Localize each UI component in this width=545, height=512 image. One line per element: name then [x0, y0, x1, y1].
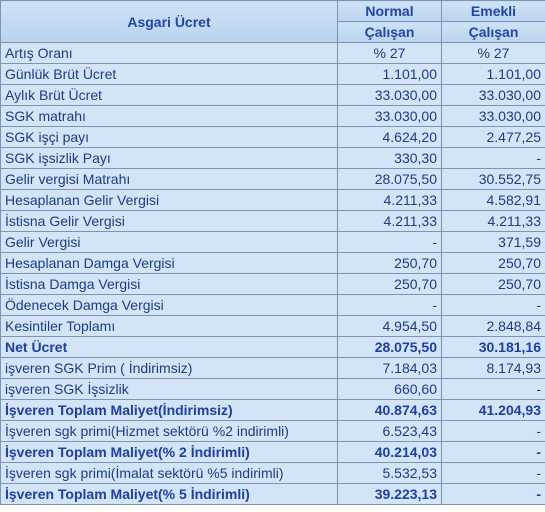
row-label: İstisna Gelir Vergisi — [0, 210, 338, 232]
retired-value: - — [441, 147, 545, 169]
table-row: Net Ücret 28.075,50 30.181,16 — [0, 336, 545, 358]
retired-value: 4.211,33 — [441, 210, 545, 232]
retired-value: % 27 — [441, 42, 545, 64]
retired-value: - — [441, 483, 545, 505]
normal-value: 28.075,50 — [337, 336, 442, 358]
retired-value: 33.030,00 — [441, 105, 545, 127]
table-row: İşveren Toplam Maliyet(% 5 İndirimli) 39… — [0, 483, 545, 505]
retired-value: 8.174,93 — [441, 357, 545, 379]
normal-value: 33.030,00 — [337, 105, 442, 127]
row-label: işveren SGK İşsizlik — [0, 378, 338, 400]
retired-value: 4.582,91 — [441, 189, 545, 211]
retired-value: 33.030,00 — [441, 84, 545, 106]
normal-value: - — [337, 231, 442, 253]
normal-value: 33.030,00 — [337, 84, 442, 106]
table-row: Artış Oranı % 27 % 27 — [0, 42, 545, 64]
retired-value: 41.204,93 — [441, 399, 545, 421]
table-row: SGK işsizlik Payı 330,30 - — [0, 147, 545, 169]
retired-value: 371,59 — [441, 231, 545, 253]
header-normal-line2: Çalışan — [337, 21, 442, 43]
row-label: İşveren Toplam Maliyet(% 2 İndirimli) — [0, 441, 338, 463]
table-row: İstisna Damga Vergisi 250,70 250,70 — [0, 273, 545, 295]
row-label: Günlük Brüt Ücret — [0, 63, 338, 85]
table-row: SGK işçi payı 4.624,20 2.477,25 — [0, 126, 545, 148]
retired-value: - — [441, 294, 545, 316]
row-label: SGK işsizlik Payı — [0, 147, 338, 169]
normal-value: 330,30 — [337, 147, 442, 169]
row-label: İstisna Damga Vergisi — [0, 273, 338, 295]
normal-value: 250,70 — [337, 252, 442, 274]
row-label: işveren SGK Prim ( İndirimsiz) — [0, 357, 338, 379]
header-retired-line1: Emekli — [441, 0, 545, 22]
table-row: İşveren sgk primi(Hizmet sektörü %2 indi… — [0, 420, 545, 442]
normal-value: 7.184,03 — [337, 357, 442, 379]
retired-value: 2.477,25 — [441, 126, 545, 148]
normal-value: 660,60 — [337, 378, 442, 400]
table-row: SGK matrahı 33.030,00 33.030,00 — [0, 105, 545, 127]
table-row: Hesaplanan Gelir Vergisi 4.211,33 4.582,… — [0, 189, 545, 211]
retired-value: 30.552,75 — [441, 168, 545, 190]
table-row: Gelir Vergisi - 371,59 — [0, 231, 545, 253]
table-row: Ödenecek Damga Vergisi - - — [0, 294, 545, 316]
table-row: İşveren sgk primi(İmalat sektörü %5 indi… — [0, 462, 545, 484]
header-retired-line2: Çalışan — [441, 21, 545, 43]
retired-value: - — [441, 378, 545, 400]
row-label: Hesaplanan Gelir Vergisi — [0, 189, 338, 211]
normal-value: 1.101,00 — [337, 63, 442, 85]
row-label: Net Ücret — [0, 336, 338, 358]
row-label: Ödenecek Damga Vergisi — [0, 294, 338, 316]
table-row: işveren SGK Prim ( İndirimsiz) 7.184,03 … — [0, 357, 545, 379]
normal-value: 250,70 — [337, 273, 442, 295]
normal-value: 6.523,43 — [337, 420, 442, 442]
table-body: Artış Oranı % 27 % 27 Günlük Brüt Ücret … — [0, 42, 545, 505]
table-row: Hesaplanan Damga Vergisi 250,70 250,70 — [0, 252, 545, 274]
table-row: Gelir vergisi Matrahı 28.075,50 30.552,7… — [0, 168, 545, 190]
row-label: Gelir vergisi Matrahı — [0, 168, 338, 190]
retired-value: 250,70 — [441, 252, 545, 274]
table-row: İstisna Gelir Vergisi 4.211,33 4.211,33 — [0, 210, 545, 232]
row-label: İşveren Toplam Maliyet(İndirimsiz) — [0, 399, 338, 421]
table-row: İşveren Toplam Maliyet(% 2 İndirimli) 40… — [0, 441, 545, 463]
row-label: İşveren sgk primi(Hizmet sektörü %2 indi… — [0, 420, 338, 442]
normal-value: 4.211,33 — [337, 210, 442, 232]
normal-value: 5.532,53 — [337, 462, 442, 484]
retired-value: - — [441, 441, 545, 463]
table-row: Günlük Brüt Ücret 1.101,00 1.101,00 — [0, 63, 545, 85]
row-label: İşveren Toplam Maliyet(% 5 İndirimli) — [0, 483, 338, 505]
table-row: Kesintiler Toplamı 4.954,50 2.848,84 — [0, 315, 545, 337]
header-title: Asgari Ücret — [0, 0, 338, 43]
normal-value: 4.954,50 — [337, 315, 442, 337]
table-row: İşveren Toplam Maliyet(İndirimsiz) 40.87… — [0, 399, 545, 421]
row-label: SGK matrahı — [0, 105, 338, 127]
table-row: Aylık Brüt Ücret 33.030,00 33.030,00 — [0, 84, 545, 106]
retired-value: 1.101,00 — [441, 63, 545, 85]
row-label: Aylık Brüt Ücret — [0, 84, 338, 106]
normal-value: - — [337, 294, 442, 316]
retired-value: - — [441, 420, 545, 442]
normal-value: 39.223,13 — [337, 483, 442, 505]
header-normal-line1: Normal — [337, 0, 442, 22]
normal-value: 40.214,03 — [337, 441, 442, 463]
normal-value: 4.624,20 — [337, 126, 442, 148]
table-row: işveren SGK İşsizlik 660,60 - — [0, 378, 545, 400]
row-label: SGK işçi payı — [0, 126, 338, 148]
normal-value: % 27 — [337, 42, 442, 64]
normal-value: 40.874,63 — [337, 399, 442, 421]
normal-value: 4.211,33 — [337, 189, 442, 211]
retired-value: - — [441, 462, 545, 484]
retired-value: 30.181,16 — [441, 336, 545, 358]
row-label: Artış Oranı — [0, 42, 338, 64]
table-header: Asgari Ücret Normal Emekli Çalışan Çalış… — [0, 0, 545, 43]
row-label: Gelir Vergisi — [0, 231, 338, 253]
retired-value: 2.848,84 — [441, 315, 545, 337]
retired-value: 250,70 — [441, 273, 545, 295]
normal-value: 28.075,50 — [337, 168, 442, 190]
row-label: İşveren sgk primi(İmalat sektörü %5 indi… — [0, 462, 338, 484]
row-label: Kesintiler Toplamı — [0, 315, 338, 337]
row-label: Hesaplanan Damga Vergisi — [0, 252, 338, 274]
